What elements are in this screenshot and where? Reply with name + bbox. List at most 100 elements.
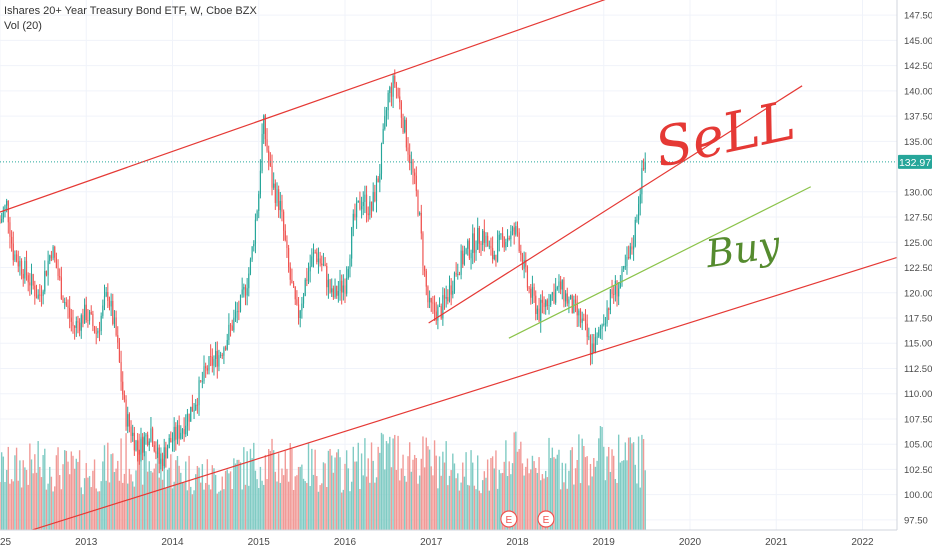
time-axis[interactable]: 25 2013 2014 2015 2016 2017 2018 2019 2020 2021 20… [0, 529, 932, 550]
candle-body [65, 302, 67, 306]
candle-body [370, 201, 373, 211]
volume-bar [136, 439, 139, 530]
candle-body [6, 200, 8, 206]
candle-body [205, 366, 207, 369]
volume-bar [254, 470, 257, 530]
volume-bar [331, 455, 333, 530]
volume-bar [455, 478, 457, 530]
buy-line-line [508, 186, 812, 339]
x-tick-label: 2016 [334, 537, 357, 548]
earnings-circle [500, 510, 518, 528]
candle-body [457, 274, 459, 275]
volume-bar [68, 474, 71, 530]
candle-body [211, 356, 213, 366]
candle-body [74, 326, 76, 328]
volume-bar [584, 457, 587, 530]
y-tick-label: 125.00 [904, 238, 932, 249]
volume-bar [186, 490, 189, 530]
volume-bar [307, 443, 310, 530]
candle-body [631, 246, 633, 250]
candle-body [243, 286, 245, 290]
candle-body [438, 306, 441, 308]
candle-body [49, 255, 51, 261]
volume-bar [394, 434, 396, 530]
candle-body [200, 380, 202, 382]
candle-body [633, 246, 635, 250]
volume-bar [0, 482, 1, 530]
candle-body [583, 318, 585, 320]
price-axis-bg [897, 0, 932, 530]
candle-body [327, 279, 329, 288]
volume-bar [405, 481, 408, 530]
candle-body [618, 288, 620, 297]
candle-body [254, 219, 257, 244]
volume-bar [399, 480, 401, 530]
candle-body [385, 110, 388, 116]
volume-bar [153, 468, 155, 530]
volume-bar [540, 480, 542, 530]
volume-bar [93, 459, 96, 530]
volume-bar [185, 461, 187, 530]
candle-body [414, 172, 416, 176]
volume-bar [54, 486, 56, 530]
volume-bar [246, 451, 248, 530]
candle-body [526, 266, 529, 288]
volume-bar [586, 456, 588, 530]
volume-bar [520, 441, 522, 530]
candle-body [493, 254, 495, 259]
volume-bar [55, 455, 58, 530]
y-tick-label: 115.00 [904, 339, 932, 350]
volume-bar [549, 458, 552, 530]
price-axis[interactable]: 97.50 100.00 102.50 105.00 107.50 110.00 112.5… [896, 0, 932, 530]
volume-bar [475, 489, 477, 530]
candle-body [598, 329, 600, 337]
candle-body [402, 117, 404, 133]
volume-bar [566, 488, 568, 530]
candle-body [4, 205, 6, 212]
volume-bar [554, 458, 557, 530]
candle-body [561, 279, 563, 290]
candle-body [291, 279, 293, 284]
volume-bar [447, 485, 449, 530]
time-axis-bg [0, 530, 932, 550]
volume-bar [591, 476, 593, 530]
volume-bar [332, 472, 335, 530]
candle-body [613, 294, 615, 295]
trend-lines[interactable] [0, 0, 898, 541]
candle-body [536, 308, 538, 315]
volume-bar [485, 477, 487, 530]
candle-body [641, 168, 643, 195]
volume-bar [609, 471, 612, 530]
candle-body [520, 251, 522, 255]
candle-body [550, 294, 552, 306]
candle-body [634, 219, 636, 247]
candle-body [525, 260, 527, 267]
volume-bar [311, 448, 313, 530]
volume-bar [420, 458, 422, 530]
volume-bar [268, 449, 270, 530]
candle-body [453, 273, 456, 291]
y-tick-label: 122.50 [904, 263, 932, 274]
candle-body [387, 93, 389, 111]
volume-bar [347, 468, 350, 530]
candle-body [463, 253, 466, 265]
volume-bar [468, 485, 471, 530]
candle-body [178, 425, 180, 439]
volume-bar [445, 441, 447, 530]
volume-bar [515, 431, 517, 530]
candle-body [87, 319, 89, 321]
candle-body [213, 358, 215, 366]
candle-body [571, 295, 573, 313]
y-tick-label: 112.50 [904, 364, 932, 375]
volume-bar [523, 475, 525, 530]
volume-bar [87, 477, 89, 530]
candle-body [158, 447, 160, 464]
x-tick-label: 2021 [765, 537, 788, 548]
candle-body [566, 293, 568, 304]
candle-body [281, 200, 283, 212]
candle-body [513, 227, 515, 235]
candle-body [234, 312, 237, 318]
